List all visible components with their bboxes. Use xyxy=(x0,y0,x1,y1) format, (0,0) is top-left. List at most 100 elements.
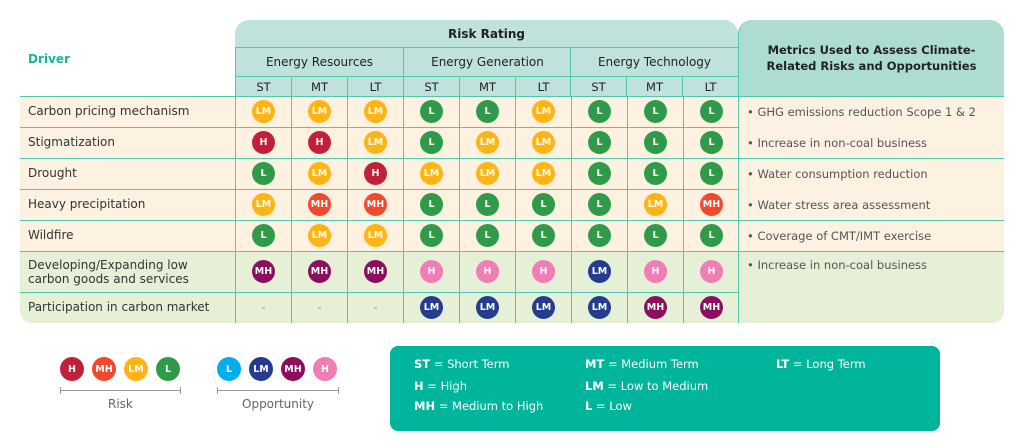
rating-cell: LM xyxy=(347,220,403,251)
rating-badge-risk: LM xyxy=(476,131,499,154)
rating-cell: L xyxy=(627,220,683,251)
no-rating: - xyxy=(373,301,378,314)
rating-cell: MH xyxy=(347,189,403,220)
rating-badge-risk: L xyxy=(588,100,611,123)
key-item: L = Low xyxy=(585,399,632,413)
rating-badge-risk: L xyxy=(644,100,667,123)
key-abbr: ST xyxy=(414,357,431,371)
rating-badge-opportunity: MH xyxy=(364,260,387,283)
key-text: = Low xyxy=(592,399,632,413)
rating-badge-risk: L xyxy=(700,100,723,123)
rating-badge-risk: L xyxy=(644,224,667,247)
key-text: = Low to Medium xyxy=(603,379,709,393)
rating-badge-risk: L xyxy=(532,193,555,216)
rating-badge-risk: LM xyxy=(644,193,667,216)
rating-badge-risk: L xyxy=(588,193,611,216)
rating-badge-opportunity: H xyxy=(700,260,723,283)
legend-risk-label: Risk xyxy=(108,397,133,411)
rating-badge-risk: H xyxy=(252,131,275,154)
rating-cell: L xyxy=(627,96,683,127)
rating-cell: LM xyxy=(291,96,347,127)
rating-cell: LM xyxy=(627,189,683,220)
rating-badge-risk: L xyxy=(700,224,723,247)
metric-item: • Increase in non-coal business xyxy=(747,136,928,150)
rating-badge-risk: MH xyxy=(308,193,331,216)
rating-cell: MH xyxy=(683,292,739,323)
rating-cell: H xyxy=(627,251,683,292)
table-row xyxy=(20,292,738,323)
key-item: ST = Short Term xyxy=(414,357,509,371)
rating-cell: L xyxy=(683,158,739,189)
rating-cell: MH xyxy=(235,251,291,292)
rating-cell: L xyxy=(459,220,515,251)
rating-cell: LM xyxy=(515,292,571,323)
metrics-header: Metrics Used to Assess Climate-Related R… xyxy=(738,20,1004,96)
rating-badge-risk: LM xyxy=(308,224,331,247)
rating-cell: LM xyxy=(515,158,571,189)
rating-badge-opportunity: H xyxy=(532,260,555,283)
term-header: LT xyxy=(347,76,403,96)
legend-opportunity-badge: LM xyxy=(249,357,273,381)
rating-cell: LM xyxy=(403,292,459,323)
rating-badge-opportunity: H xyxy=(644,260,667,283)
metrics-cell: • Coverage of CMT/IMT exercise xyxy=(738,220,1004,251)
rating-badge-risk: L xyxy=(420,131,443,154)
rating-cell: L xyxy=(403,189,459,220)
metric-item: • Water consumption reduction xyxy=(747,167,928,181)
legend-risk-badge: MH xyxy=(92,357,116,381)
rating-cell: L xyxy=(235,220,291,251)
rating-badge-risk: L xyxy=(588,131,611,154)
rating-badge-risk: LM xyxy=(532,162,555,185)
rating-cell: H xyxy=(683,251,739,292)
rating-cell: L xyxy=(403,127,459,158)
legend-opportunity-badge: H xyxy=(313,357,337,381)
key-item: H = High xyxy=(414,379,467,393)
rating-cell: - xyxy=(347,292,403,323)
rating-cell: L xyxy=(627,127,683,158)
rating-badge-risk: LM xyxy=(420,162,443,185)
no-rating: - xyxy=(261,301,266,314)
rating-badge-risk: MH xyxy=(364,193,387,216)
no-rating: - xyxy=(317,301,322,314)
rating-cell: L xyxy=(683,96,739,127)
rating-badge-risk: L xyxy=(532,224,555,247)
driver-label: Stigmatization xyxy=(28,135,115,149)
rating-cell: MH xyxy=(347,251,403,292)
rating-badge-risk: LM xyxy=(364,224,387,247)
rating-cell: L xyxy=(571,127,627,158)
rating-cell: LM xyxy=(515,96,571,127)
rating-badge-opportunity: H xyxy=(420,260,443,283)
metrics-cell: • Increase in non-coal business xyxy=(738,251,1004,323)
rating-badge-risk: L xyxy=(476,224,499,247)
rating-cell: MH xyxy=(291,251,347,292)
rating-cell: H xyxy=(459,251,515,292)
key-text: = Short Term xyxy=(430,357,510,371)
key-abbr: MH xyxy=(414,399,436,413)
rating-cell: L xyxy=(571,189,627,220)
rating-cell: - xyxy=(235,292,291,323)
driver-label: Drought xyxy=(28,166,77,180)
rating-badge-risk: LM xyxy=(252,193,275,216)
rating-badge-risk: L xyxy=(420,100,443,123)
rating-badge-risk: L xyxy=(420,193,443,216)
rating-badge-opportunity: LM xyxy=(588,260,611,283)
term-header: ST xyxy=(403,76,459,96)
legend-opportunity-badge: MH xyxy=(281,357,305,381)
rating-cell: LM xyxy=(347,96,403,127)
rating-cell: - xyxy=(291,292,347,323)
legend-risk-badge: LM xyxy=(124,357,148,381)
rating-cell: L xyxy=(515,189,571,220)
rating-cell: L xyxy=(627,158,683,189)
key-item: MH = Medium to High xyxy=(414,399,543,413)
rating-badge-risk: LM xyxy=(532,131,555,154)
metric-item: • Water stress area assessment xyxy=(747,198,931,212)
metrics-cell: • GHG emissions reduction Scope 1 & 2 • I… xyxy=(738,96,1004,158)
rating-cell: L xyxy=(683,220,739,251)
driver-header: Driver xyxy=(28,52,70,66)
legend-risk-badge: H xyxy=(60,357,84,381)
rating-cell: L xyxy=(235,158,291,189)
key-text: = Medium Term xyxy=(604,357,699,371)
rating-cell: H xyxy=(291,127,347,158)
group-header: Energy Resources xyxy=(235,47,403,76)
rating-cell: LM xyxy=(403,158,459,189)
